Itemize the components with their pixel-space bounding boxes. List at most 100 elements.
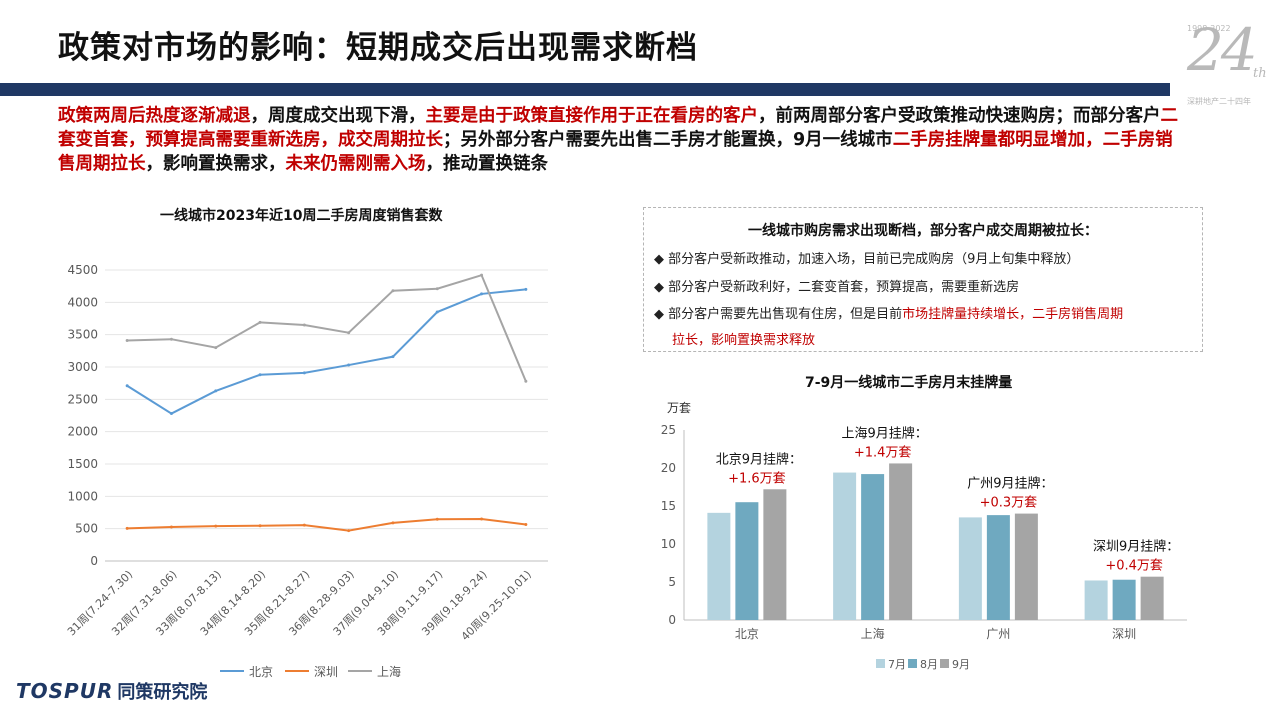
bar-北京-7月 — [707, 512, 731, 620]
info-box-item-3-continued: 拉长，影响置换需求释放 — [672, 333, 816, 348]
intro-paragraph: 政策两周后热度逐渐减退，周度成交出现下滑，主要是由于政策直接作用于正在看房的客户… — [58, 104, 1178, 176]
bar-广州-8月 — [986, 515, 1010, 620]
data-point — [302, 371, 306, 375]
info-box-item-1: ◆ 部分客户受新政推动，加速入场，目前已完成购房（9月上旬集中释放） — [654, 252, 1080, 267]
data-point — [125, 384, 129, 388]
bar-北京-8月 — [735, 502, 759, 620]
annotation-value: +1.4万套 — [854, 444, 912, 460]
footer-logo: TOSPUR 同策研究院 — [16, 678, 207, 704]
series-line-深圳 — [127, 517, 526, 532]
bar-北京-9月 — [763, 489, 787, 620]
bar-深圳-7月 — [1084, 580, 1108, 620]
y-tick-label: 2000 — [67, 425, 98, 439]
data-point — [302, 523, 306, 527]
y-tick-label: 0 — [668, 613, 676, 627]
data-point — [169, 337, 173, 341]
data-point — [524, 379, 528, 383]
data-point — [435, 287, 439, 291]
data-point — [435, 310, 439, 314]
page-title: 政策对市场的影响：短期成交后出现需求断档 — [58, 30, 698, 66]
legend-swatch — [940, 659, 949, 668]
legend-label: 上海 — [377, 664, 401, 679]
bar-深圳-8月 — [1112, 579, 1136, 620]
legend-label: 9月 — [952, 658, 970, 671]
data-point — [480, 292, 484, 296]
y-tick-label: 1000 — [67, 489, 98, 503]
bullet-icon: ◆ — [654, 280, 664, 295]
info-box-item-2: ◆ 部分客户受新政利好，二套变首套，预算提高，需要重新选房 — [654, 280, 1020, 295]
annotation-value: +1.6万套 — [728, 470, 786, 486]
y-tick-label: 500 — [75, 522, 98, 536]
data-point — [258, 373, 262, 377]
info-box-title: 一线城市购房需求出现断档，部分客户成交周期被拉长： — [748, 223, 1098, 239]
info-box: 一线城市购房需求出现断档，部分客户成交周期被拉长： ◆ 部分客户受新政推动，加速… — [643, 207, 1203, 352]
annotation-label: 北京9月挂牌： — [716, 451, 802, 467]
annotation-value: +0.3万套 — [980, 495, 1038, 511]
data-point — [347, 331, 351, 335]
data-point — [391, 355, 395, 359]
data-point — [347, 363, 351, 367]
data-point — [125, 338, 129, 342]
intro-segment: ；另外部分客户需要先出售二手房才能置换，9月一线城市 — [443, 130, 893, 150]
data-point — [480, 517, 484, 521]
footer-org: 同策研究院 — [117, 682, 208, 703]
anniversary-number: 24 — [1187, 16, 1258, 84]
legend-label: 7月 — [888, 658, 906, 671]
intro-segment: 政策两周后热度逐渐减退 — [58, 106, 251, 126]
y-tick-label: 4000 — [67, 295, 98, 309]
series-line-北京 — [126, 288, 526, 415]
data-point — [524, 522, 528, 526]
bar-上海-8月 — [861, 474, 885, 620]
x-tick-label: 上海 — [861, 626, 885, 641]
y-tick-label: 1500 — [67, 457, 98, 471]
anniversary-suffix: th — [1253, 66, 1267, 81]
footer-brand: TOSPUR — [16, 679, 114, 703]
bar-深圳-9月 — [1140, 576, 1164, 620]
data-point — [302, 323, 306, 327]
info-box-item-3: ◆ 部分客户需要先出售现有住房，但是目前市场挂牌量持续增长，二手房销售周期 — [654, 307, 1124, 322]
bar-广州-7月 — [958, 517, 982, 620]
y-tick-label: 2500 — [67, 392, 98, 406]
data-point — [258, 524, 262, 528]
data-point — [391, 289, 395, 293]
intro-segment: ，前两周部分客户受政策推动快速购房；而部分客户 — [758, 106, 1161, 126]
bar-chart-title: 7-9月一线城市二手房月末挂牌量 — [805, 375, 1013, 391]
data-point — [480, 273, 484, 277]
legend-label: 深圳 — [314, 665, 338, 679]
y-tick-label: 3500 — [67, 328, 98, 342]
intro-segment: ，推动置换链条 — [425, 154, 549, 174]
data-point — [214, 524, 218, 528]
y-tick-label: 5 — [668, 575, 676, 589]
annotation-value: +0.4万套 — [1105, 558, 1163, 574]
data-point — [524, 287, 528, 291]
data-point — [214, 346, 218, 350]
data-point — [169, 525, 173, 529]
y-tick-label: 20 — [661, 461, 676, 475]
bar-上海-7月 — [833, 472, 857, 620]
intro-segment: 未来仍需刚需入场 — [285, 154, 426, 174]
legend-swatch — [908, 659, 917, 668]
bullet-icon: ◆ — [654, 252, 664, 267]
anniversary-years: 1998-2022 — [1187, 24, 1231, 33]
intro-segment: ，周度成交出现下滑， — [250, 106, 426, 126]
data-point — [258, 320, 262, 324]
series-line-上海 — [127, 273, 527, 382]
bar-广州-9月 — [1014, 513, 1038, 620]
y-tick-label: 0 — [90, 554, 98, 568]
annotation-label: 上海9月挂牌： — [841, 425, 927, 441]
y-tick-label: 4500 — [67, 263, 98, 277]
intro-segment: 主要是由于政策直接作用于正在看房的客户 — [425, 106, 759, 126]
intro-segment: 二套变首套，预算提高需要重新选房，成交周期拉长 — [58, 106, 1178, 150]
legend-swatch — [876, 659, 885, 668]
data-point — [347, 529, 351, 533]
bullet-icon: ◆ — [654, 307, 664, 322]
anniversary-logo: 1998-2022 24 th 深耕地产二十四年 — [1183, 14, 1273, 114]
x-tick-label: 北京 — [735, 627, 759, 641]
y-axis-unit: 万套 — [667, 401, 691, 415]
data-point — [391, 521, 395, 525]
bar-上海-9月 — [889, 463, 913, 620]
title-underline-bar — [0, 83, 1170, 96]
data-point — [214, 389, 218, 393]
y-tick-label: 3000 — [67, 360, 98, 374]
